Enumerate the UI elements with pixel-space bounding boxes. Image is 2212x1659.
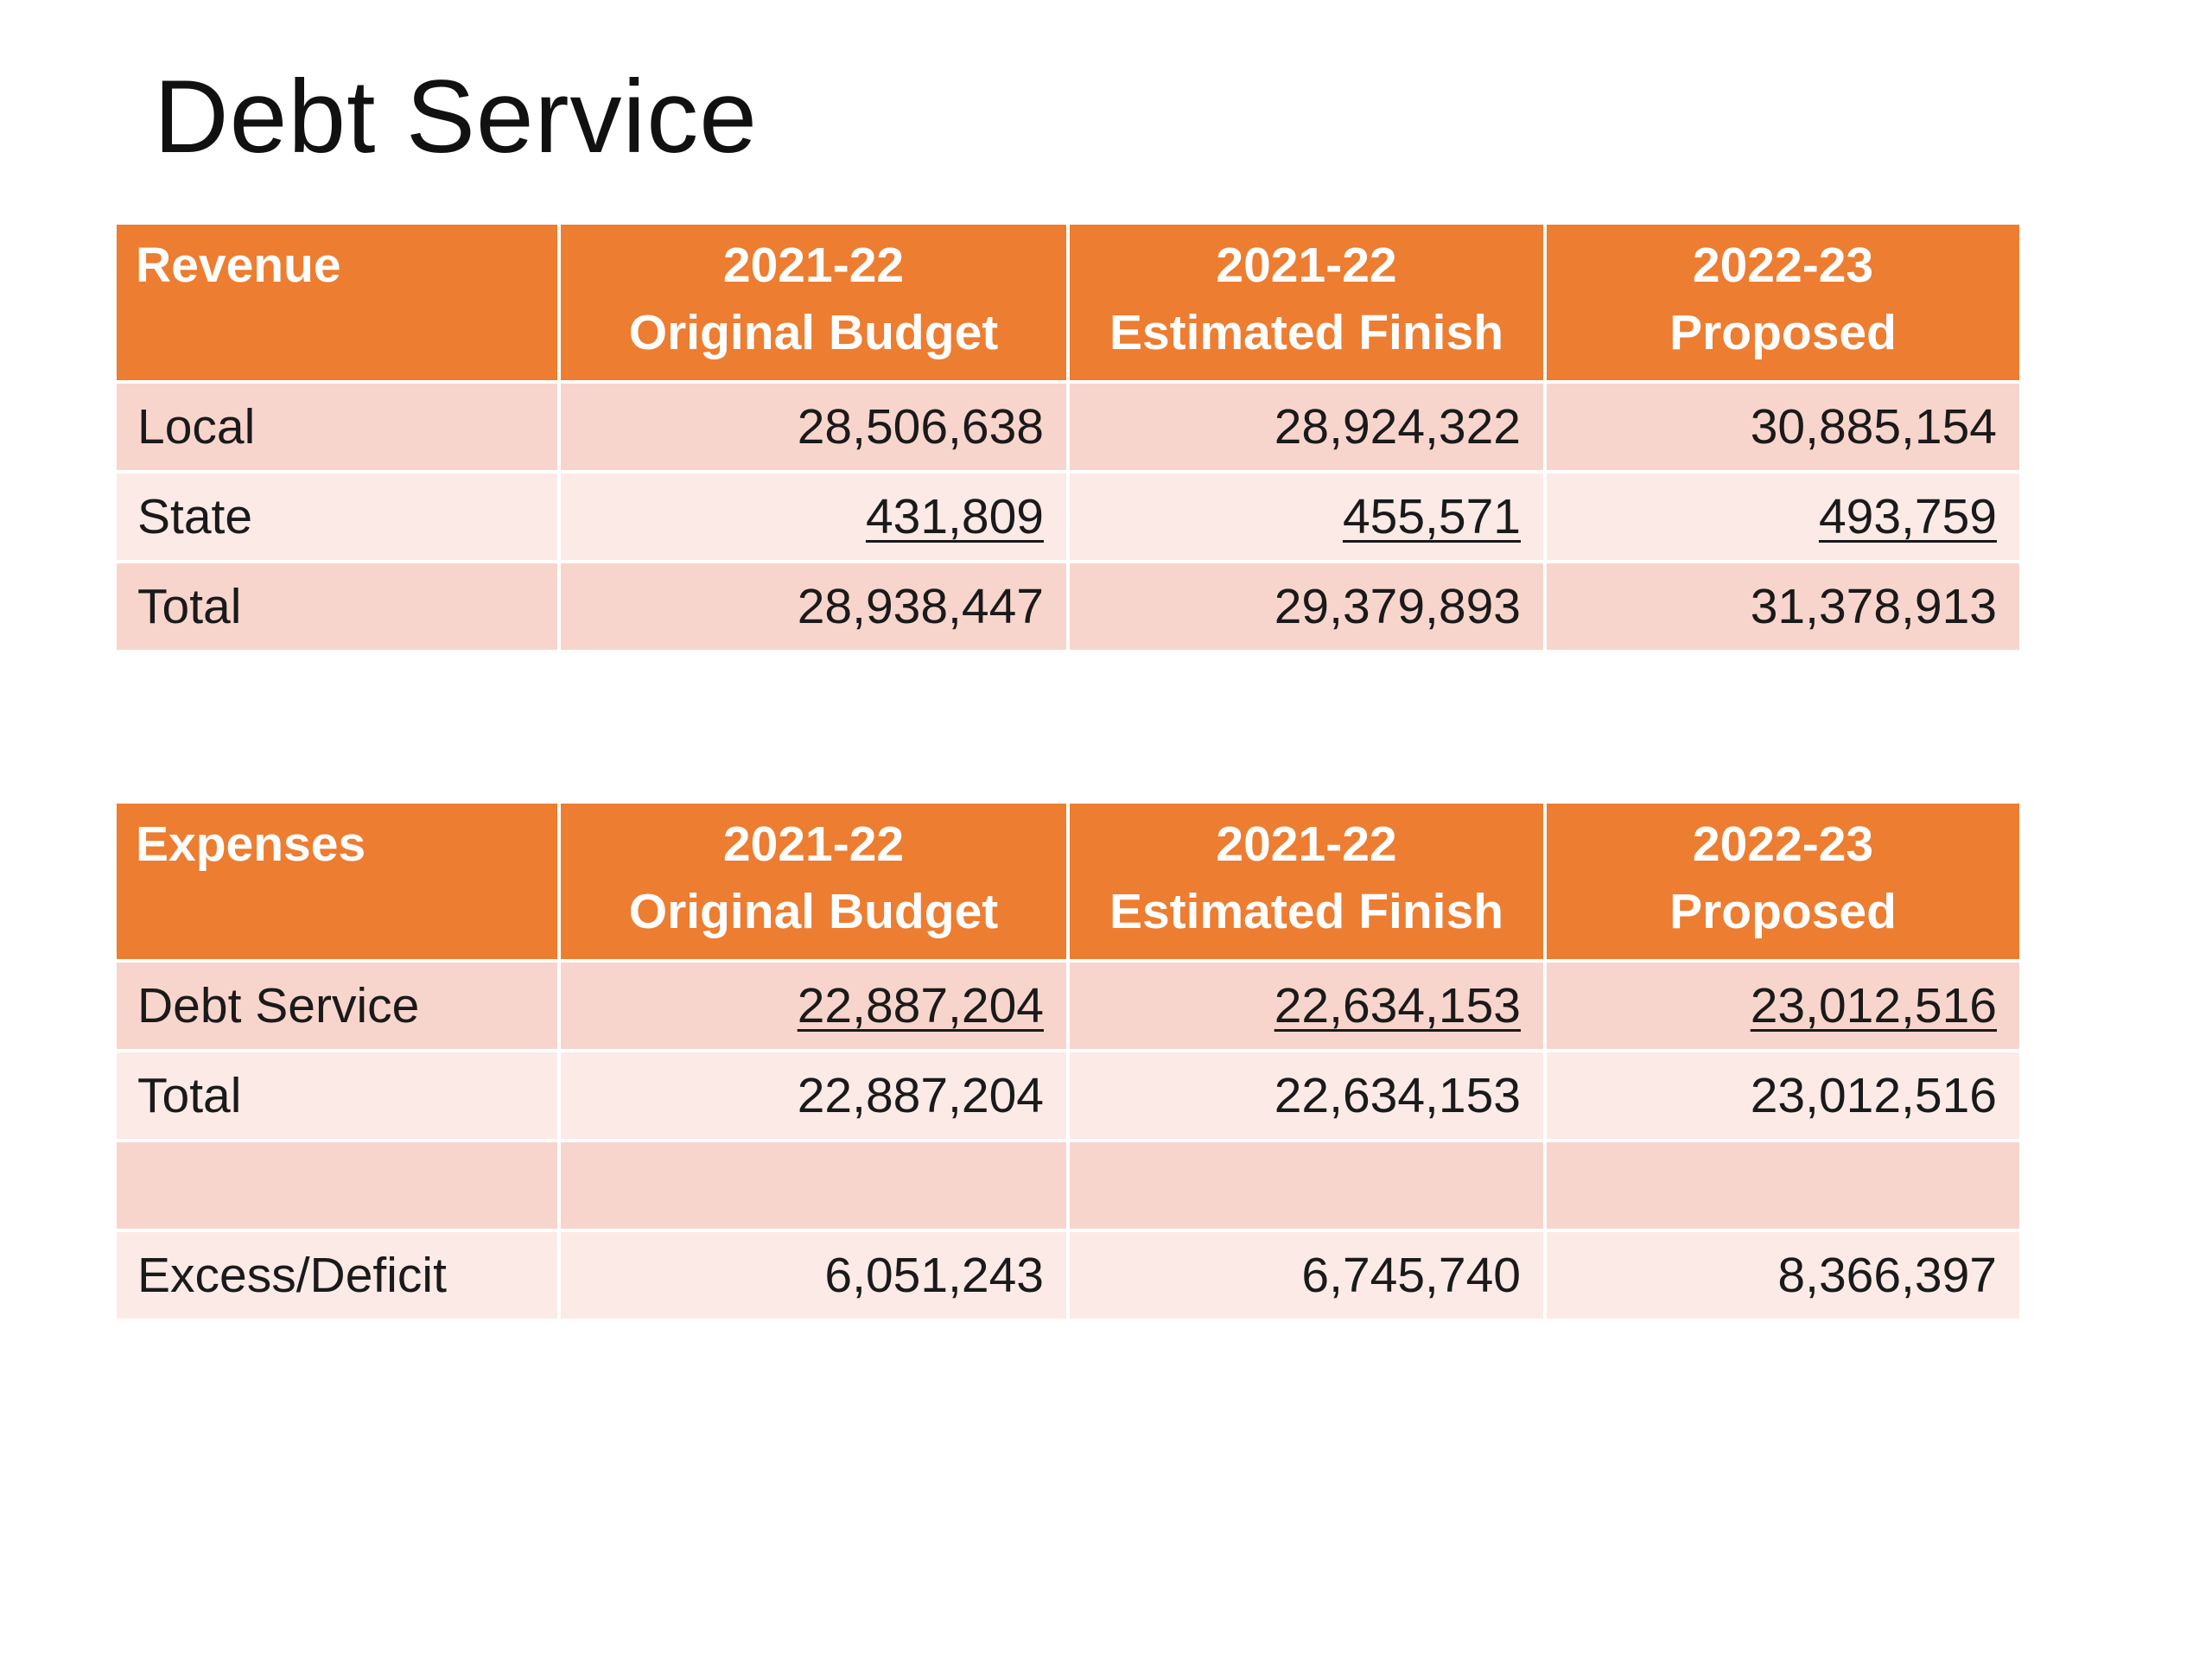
expenses-heading: Expenses [117, 804, 557, 959]
revenue-heading: Revenue [117, 225, 557, 380]
table-row: Local 28,506,638 28,924,322 30,885,154 [117, 384, 2019, 470]
original-budget-value: 6,051,243 [561, 1232, 1066, 1319]
row-label: Excess/Deficit [117, 1232, 557, 1319]
row-label: Debt Service [117, 963, 557, 1049]
estimated-finish-value: 22,634,153 [1070, 1052, 1543, 1139]
column-estimated-finish: 2021-22 Estimated Finish [1070, 804, 1543, 959]
column-proposed: 2022-23 Proposed [1547, 225, 2019, 380]
column-original-budget: 2021-22 Original Budget [561, 804, 1066, 959]
row-label: Local [117, 384, 557, 470]
estimated-finish-value: 29,379,893 [1070, 563, 1543, 650]
proposed-value: 8,366,397 [1547, 1232, 2019, 1319]
estimated-finish-value: 6,745,740 [1070, 1232, 1543, 1319]
proposed-value: 30,885,154 [1547, 384, 2019, 470]
row-label: Total [117, 563, 557, 650]
proposed-value: 23,012,516 [1547, 1052, 2019, 1139]
original-budget-value: 22,887,204 [561, 963, 1066, 1049]
proposed-value: 23,012,516 [1547, 963, 2019, 1049]
revenue-header-row: Revenue 2021-22 Original Budget 2021-22 Es… [117, 225, 2019, 380]
table-row [117, 1142, 2019, 1229]
column-original-budget: 2021-22 Original Budget [561, 225, 1066, 380]
row-label [117, 1142, 557, 1229]
column-estimated-finish: 2021-22 Estimated Finish [1070, 225, 1543, 380]
estimated-finish-value [1070, 1142, 1543, 1229]
estimated-finish-value: 28,924,322 [1070, 384, 1543, 470]
table-row: State 431,809 455,571 493,759 [117, 474, 2019, 560]
expenses-table: Expenses 2021-22 Original Budget 2021-22 E… [113, 800, 2023, 1322]
table-row: Total 22,887,204 22,634,153 23,012,516 [117, 1052, 2019, 1139]
page-title: Debt Service [154, 59, 758, 175]
table-row: Total 28,938,447 29,379,893 31,378,913 [117, 563, 2019, 650]
original-budget-value: 431,809 [561, 474, 1066, 560]
proposed-value: 493,759 [1547, 474, 2019, 560]
original-budget-value [561, 1142, 1066, 1229]
proposed-value [1547, 1142, 2019, 1229]
column-proposed: 2022-23 Proposed [1547, 804, 2019, 959]
expenses-header-row: Expenses 2021-22 Original Budget 2021-22 E… [117, 804, 2019, 959]
row-label: State [117, 474, 557, 560]
revenue-table: Revenue 2021-22 Original Budget 2021-22 Es… [113, 221, 2023, 653]
estimated-finish-value: 455,571 [1070, 474, 1543, 560]
proposed-value: 31,378,913 [1547, 563, 2019, 650]
original-budget-value: 28,938,447 [561, 563, 1066, 650]
original-budget-value: 22,887,204 [561, 1052, 1066, 1139]
table-row: Excess/Deficit 6,051,243 6,745,740 8,366… [117, 1232, 2019, 1319]
estimated-finish-value: 22,634,153 [1070, 963, 1543, 1049]
row-label: Total [117, 1052, 557, 1139]
original-budget-value: 28,506,638 [561, 384, 1066, 470]
table-row: Debt Service 22,887,204 22,634,153 23,01… [117, 963, 2019, 1049]
